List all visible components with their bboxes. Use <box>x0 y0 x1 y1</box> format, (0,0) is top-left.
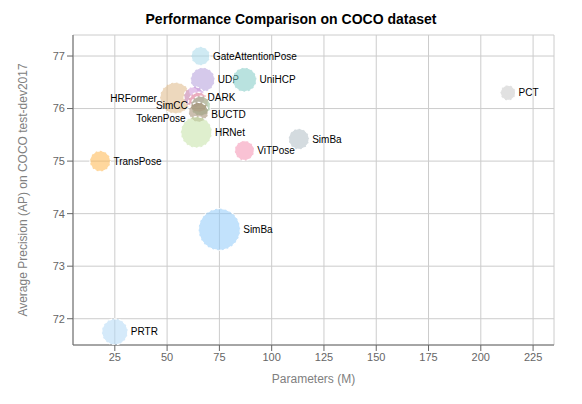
svg-text:PCT: PCT <box>519 87 539 98</box>
svg-text:75: 75 <box>53 155 65 167</box>
svg-text:75: 75 <box>213 351 225 363</box>
svg-text:76: 76 <box>53 102 65 114</box>
svg-text:125: 125 <box>315 351 333 363</box>
svg-text:100: 100 <box>262 351 280 363</box>
svg-text:77: 77 <box>53 50 65 62</box>
svg-text:200: 200 <box>472 351 490 363</box>
svg-text:BUCTD: BUCTD <box>211 109 245 120</box>
svg-text:Parameters (M): Parameters (M) <box>272 372 355 386</box>
svg-text:25: 25 <box>109 351 121 363</box>
svg-text:74: 74 <box>53 208 65 220</box>
svg-text:GateAttentionPose: GateAttentionPose <box>213 51 297 62</box>
svg-text:TokenPose: TokenPose <box>136 113 186 124</box>
svg-text:SimBa: SimBa <box>312 134 342 145</box>
svg-text:TransPose: TransPose <box>113 156 161 167</box>
svg-text:SimBa: SimBa <box>243 224 273 235</box>
svg-text:175: 175 <box>419 351 437 363</box>
svg-text:UniHCP: UniHCP <box>260 74 296 85</box>
svg-text:HRNet: HRNet <box>215 127 245 138</box>
svg-text:ViTPose: ViTPose <box>257 145 295 156</box>
svg-text:DARK: DARK <box>208 92 236 103</box>
svg-text:225: 225 <box>524 351 542 363</box>
svg-text:SimCC: SimCC <box>156 100 188 111</box>
html-text:Performance Comparison on COCO: Performance Comparison on COCO dataset <box>145 11 437 27</box>
svg-text:150: 150 <box>367 351 385 363</box>
svg-text:73: 73 <box>53 260 65 272</box>
svg-text:72: 72 <box>53 313 65 325</box>
svg-text:PRTR: PRTR <box>131 326 158 337</box>
svg-text:Average Precision (AP) on COCO: Average Precision (AP) on COCO test-dev2… <box>16 63 30 317</box>
svg-text:50: 50 <box>161 351 173 363</box>
svg-text:UDP: UDP <box>217 74 239 86</box>
svg-text:HRFormer: HRFormer <box>110 93 157 104</box>
